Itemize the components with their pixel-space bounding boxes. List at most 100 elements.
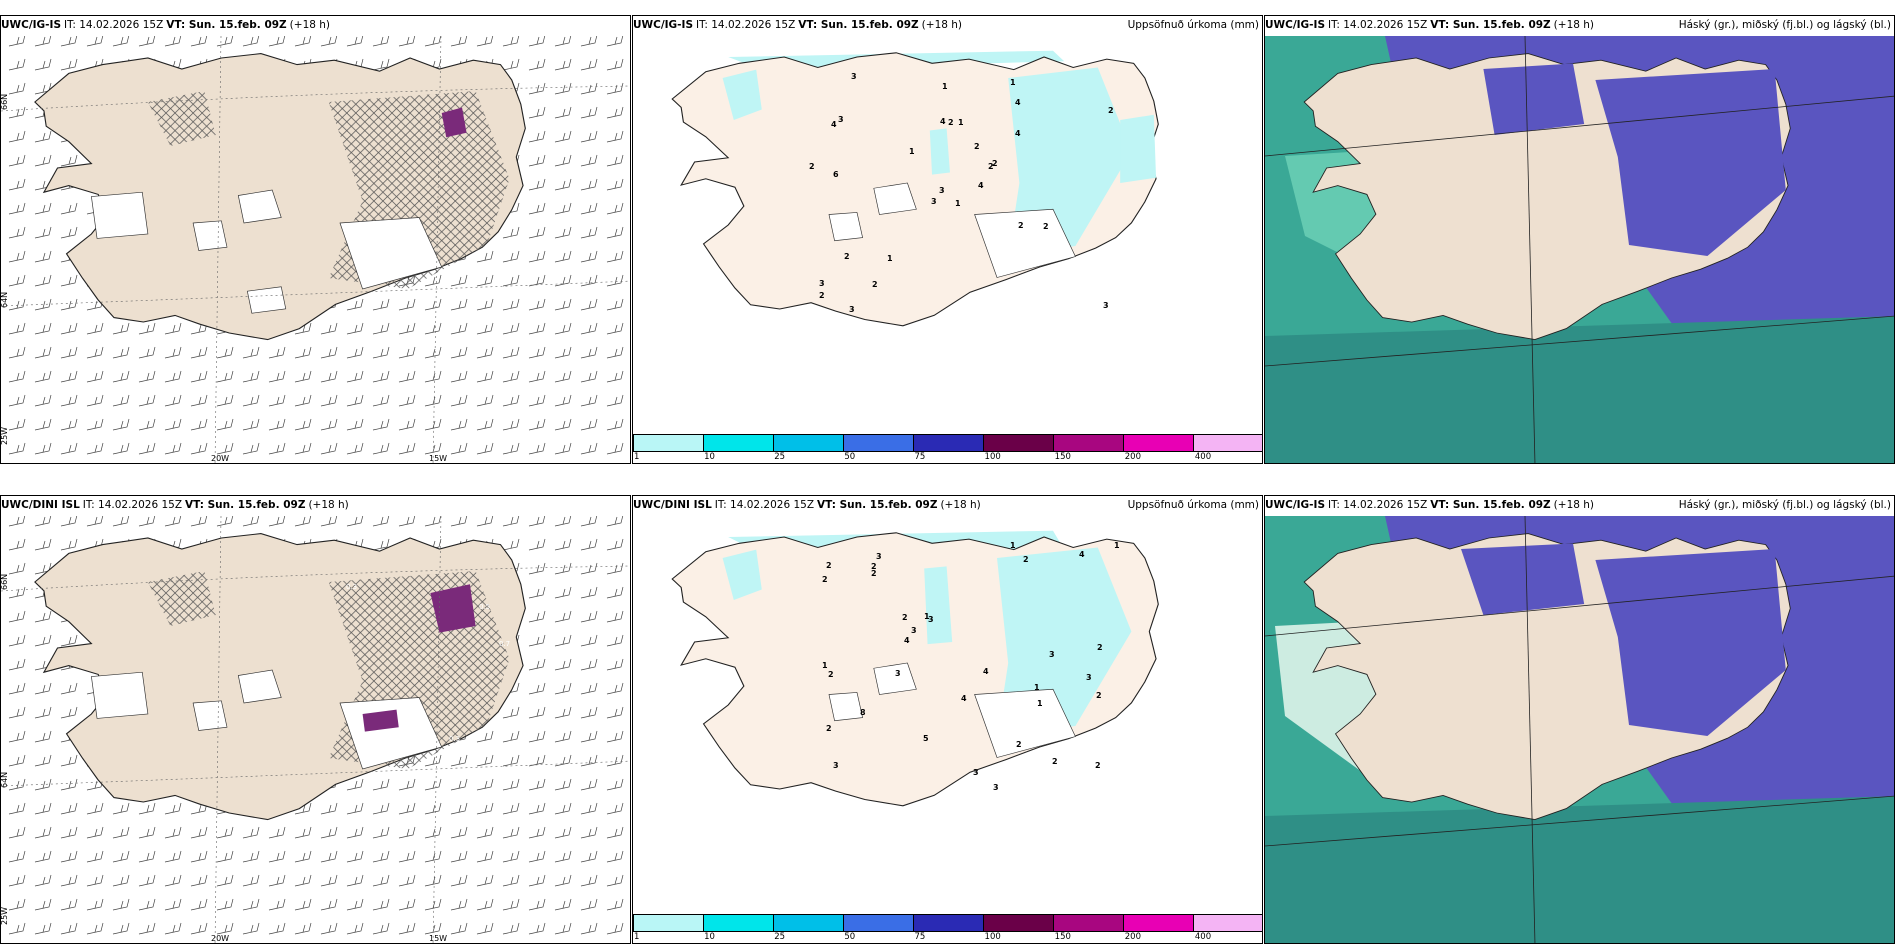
wind-barb	[450, 516, 468, 527]
wind-barb	[554, 730, 572, 743]
wind-barb	[34, 418, 52, 431]
wind-barb	[242, 36, 260, 47]
wind-barb	[554, 874, 572, 887]
wind-barb	[528, 202, 546, 215]
wind-barb	[528, 706, 546, 719]
wind-barb	[372, 36, 390, 47]
wind-barb	[528, 250, 546, 263]
wind-barb	[554, 850, 572, 863]
panel-header: UWC/DINI ISL IT: 14.02.2026 15Z VT: Sun.…	[633, 499, 1259, 514]
wind-barb	[528, 898, 546, 911]
wind-barb	[372, 58, 390, 71]
wind-barb	[554, 322, 572, 335]
wind-barb	[502, 322, 520, 335]
lat-label: 64N	[1, 292, 9, 308]
wind-barb	[528, 778, 546, 791]
wind-barb	[606, 778, 624, 791]
wind-barb	[580, 562, 598, 575]
wind-barb	[554, 778, 572, 791]
wind-barb	[86, 850, 104, 863]
wind-barb	[606, 394, 624, 407]
precip-value: 3	[851, 72, 857, 81]
wind-barb	[580, 516, 598, 527]
precip-value: 1	[822, 661, 828, 670]
wind-barb	[450, 394, 468, 407]
wind-barb	[346, 874, 364, 887]
wind-barb	[450, 778, 468, 791]
wind-barb	[476, 370, 494, 383]
wind-barb	[294, 418, 312, 431]
panel-title: Uppsöfnuð úrkoma (mm)	[1127, 499, 1259, 511]
wind-barb	[216, 36, 234, 47]
wind-barb	[528, 922, 546, 935]
wind-barb	[164, 516, 182, 527]
wind-barb	[554, 658, 572, 671]
wind-barb	[294, 874, 312, 887]
wind-barb	[424, 922, 442, 935]
wind-barb	[268, 394, 286, 407]
wind-barb	[8, 202, 26, 215]
wind-barb	[112, 898, 130, 911]
wind-barb	[346, 298, 364, 311]
wind-barb	[34, 58, 52, 71]
wind-barb	[476, 442, 494, 455]
wind-barb	[8, 562, 26, 575]
wind-barb	[190, 346, 208, 359]
wind-barb	[528, 730, 546, 743]
model-name: UWC/IG-IS	[633, 19, 694, 31]
wind-barb	[554, 178, 572, 191]
wind-barb	[138, 394, 156, 407]
colorbar: 1 10 25 50 75 100 150 200 400	[633, 914, 1262, 943]
wind-barb	[138, 826, 156, 839]
precip-value: 2	[1096, 691, 1102, 700]
wind-barb	[164, 370, 182, 383]
precip-value: 8	[860, 708, 866, 717]
wind-barb	[554, 394, 572, 407]
lon-label: 20W	[211, 454, 229, 463]
wind-barb	[528, 370, 546, 383]
wind-barb	[8, 610, 26, 623]
wind-barb	[8, 754, 26, 767]
wind-barb	[8, 706, 26, 719]
wind-barb	[346, 322, 364, 335]
wind-barb	[450, 418, 468, 431]
wind-barb	[606, 82, 624, 95]
wind-barb	[606, 610, 624, 623]
wind-barb	[502, 370, 520, 383]
wind-barb	[398, 418, 416, 431]
wind-barb	[476, 922, 494, 935]
wind-barb	[164, 394, 182, 407]
wind-barb	[554, 826, 572, 839]
wind-barb	[8, 226, 26, 239]
precip-value: 2	[871, 569, 877, 578]
wind-barb	[164, 36, 182, 47]
wind-barb	[502, 802, 520, 815]
colorbar-label: 50	[844, 932, 856, 942]
wind-barb	[502, 898, 520, 911]
wind-barb	[190, 442, 208, 455]
precip-value: 5	[923, 734, 929, 743]
colorbar-label: 100	[984, 452, 1001, 462]
wind-barb	[554, 202, 572, 215]
precip-value: 2	[1052, 757, 1058, 766]
precip-value: 2	[819, 291, 825, 300]
wind-barb	[606, 754, 624, 767]
wind-barb	[372, 922, 390, 935]
wind-barb	[528, 610, 546, 623]
wind-barb	[60, 516, 78, 527]
wind-barb	[216, 826, 234, 839]
precip-value: 3	[993, 783, 999, 792]
wind-barb	[34, 250, 52, 263]
wind-barb	[8, 730, 26, 743]
wind-barb	[554, 82, 572, 95]
colorbar-swatch	[774, 435, 844, 451]
wind-barb	[528, 562, 546, 575]
wind-barb	[580, 634, 598, 647]
glacier	[974, 208, 1076, 278]
colorbar-label: 150	[1054, 932, 1071, 942]
wind-barb	[8, 682, 26, 695]
wind-barb	[60, 226, 78, 239]
wind-barb	[60, 394, 78, 407]
wind-barb	[606, 418, 624, 431]
precip-value: 1	[887, 254, 893, 263]
